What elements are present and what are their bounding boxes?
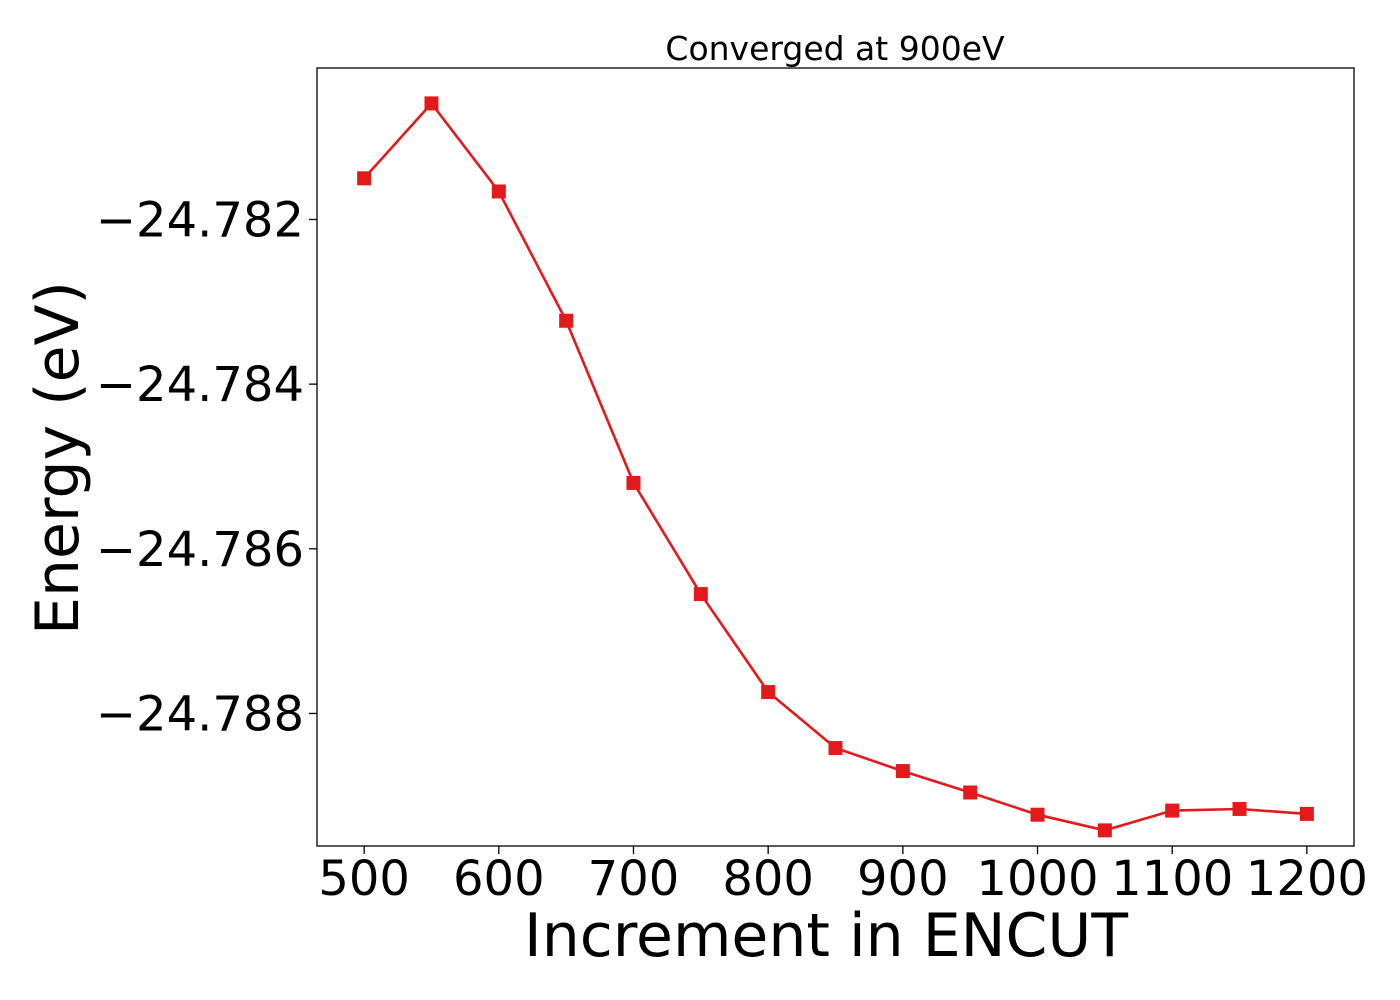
data-point xyxy=(1232,801,1247,816)
data-point xyxy=(424,96,439,111)
x-axis-label: Increment in ENCUT xyxy=(524,901,1128,971)
x-tick-label: 900 xyxy=(857,851,949,907)
x-tick-label: 800 xyxy=(722,851,814,907)
data-point xyxy=(693,587,708,602)
y-tick-label: −24.784 xyxy=(96,357,304,413)
data-point xyxy=(357,171,372,186)
data-point xyxy=(1165,803,1180,818)
x-axis: 500 600 700 800 900 1000 1100 1200 xyxy=(318,846,1368,907)
data-point xyxy=(559,313,574,328)
data-point xyxy=(626,475,641,490)
x-tick-label: 1100 xyxy=(1111,851,1233,907)
y-tick-label: −24.782 xyxy=(96,192,304,248)
x-tick-label: 1000 xyxy=(976,851,1098,907)
data-point xyxy=(491,184,506,199)
chart-title: Converged at 900eV xyxy=(665,29,1005,68)
data-point xyxy=(828,741,843,756)
y-tick-label: −24.786 xyxy=(96,522,304,578)
data-point xyxy=(963,785,978,800)
plot-area xyxy=(316,67,1355,847)
data-point xyxy=(895,764,910,779)
x-tick-label: 1200 xyxy=(1246,851,1368,907)
series-line xyxy=(363,101,1307,832)
y-axis-label: Energy (eV) xyxy=(23,281,93,635)
data-point xyxy=(761,685,776,700)
series-markers xyxy=(357,96,1314,838)
data-point xyxy=(1097,823,1112,838)
y-tick-label: −24.788 xyxy=(96,686,304,742)
y-axis: −24.782 −24.784 −24.786 −24.788 xyxy=(96,192,317,742)
x-tick-label: 700 xyxy=(588,851,680,907)
x-tick-label: 500 xyxy=(318,851,410,907)
data-point xyxy=(1030,807,1045,822)
x-tick-label: 600 xyxy=(453,851,545,907)
data-point xyxy=(1299,806,1314,821)
